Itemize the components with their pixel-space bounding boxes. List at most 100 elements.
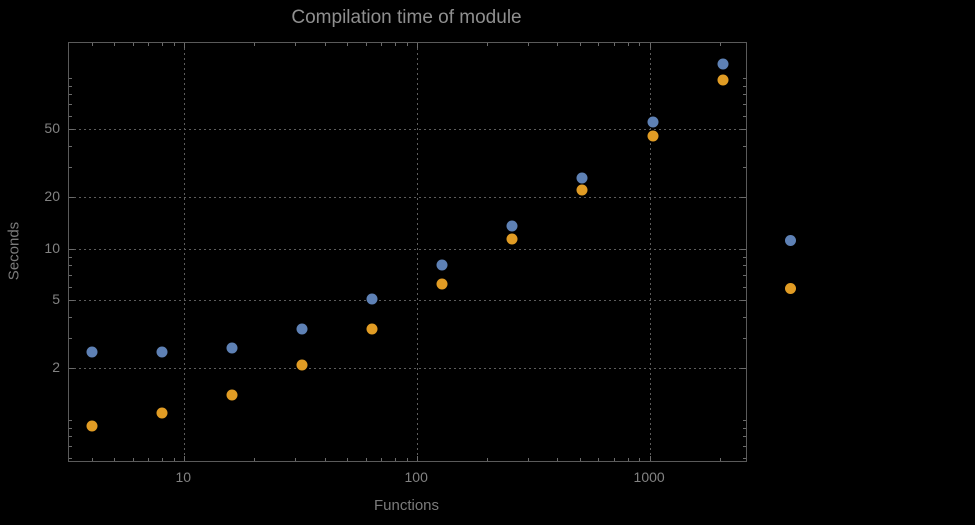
y-tick-mark	[743, 256, 746, 258]
x-tick-mark	[394, 458, 396, 461]
x-tick-mark	[148, 458, 150, 461]
x-tick-mark	[720, 43, 722, 46]
x-tick-mark	[627, 43, 629, 46]
x-tick-mark	[91, 43, 93, 46]
gridline-vertical	[650, 43, 652, 461]
y-tick-mark	[743, 145, 746, 147]
blue-series-point	[576, 172, 588, 184]
y-tick-mark	[743, 427, 746, 429]
y-tick-mark	[743, 446, 746, 448]
y-tick-mark	[741, 300, 746, 302]
y-tick-mark	[69, 77, 72, 79]
blue-series-point	[226, 342, 238, 354]
x-tick-mark	[406, 43, 408, 46]
y-tick-mark	[69, 129, 74, 131]
legend-marker-orange-series	[785, 283, 796, 294]
x-tick-mark	[598, 458, 600, 461]
y-tick-mark	[69, 446, 72, 448]
y-tick-mark	[69, 338, 72, 340]
x-tick-mark	[614, 43, 616, 46]
x-tick-mark	[381, 43, 383, 46]
x-tick-mark	[161, 458, 163, 461]
x-tick-mark	[557, 458, 559, 461]
x-tick-mark	[365, 43, 367, 46]
x-tick-mark	[173, 43, 175, 46]
x-tick-mark	[627, 458, 629, 461]
x-tick-mark	[528, 458, 530, 461]
orange-series-point	[576, 184, 588, 196]
y-tick-mark	[69, 427, 72, 429]
y-tick-mark	[69, 85, 72, 87]
y-tick-mark	[69, 104, 72, 106]
y-tick-mark	[743, 265, 746, 267]
x-tick-mark	[365, 458, 367, 461]
x-tick-mark	[347, 458, 349, 461]
x-tick-mark	[557, 43, 559, 46]
y-tick-mark	[743, 85, 746, 87]
y-tick-mark	[69, 457, 72, 459]
x-tick-mark	[114, 458, 116, 461]
y-tick-mark	[69, 286, 72, 288]
y-tick-mark	[743, 104, 746, 106]
gridline-vertical	[417, 43, 419, 461]
y-tick-mark	[743, 115, 746, 117]
y-tick-mark	[743, 316, 746, 318]
x-tick-mark	[295, 43, 297, 46]
x-tick-mark	[254, 43, 256, 46]
x-tick-mark	[161, 43, 163, 46]
gridline-horizontal	[69, 197, 746, 199]
y-tick-mark	[69, 419, 72, 421]
y-tick-mark	[69, 265, 72, 267]
gridline-vertical	[184, 43, 186, 461]
orange-series-point	[647, 130, 659, 142]
legend-marker-blue-series	[785, 235, 796, 246]
y-tick-label: 50	[44, 120, 60, 137]
x-tick-mark	[598, 43, 600, 46]
x-tick-mark	[580, 458, 581, 461]
orange-series-point	[86, 420, 98, 432]
x-tick-mark	[295, 458, 297, 461]
y-tick-mark	[743, 77, 746, 79]
y-tick-mark	[69, 436, 72, 438]
x-tick-mark	[406, 458, 408, 461]
x-tick-mark	[114, 43, 116, 46]
x-tick-mark	[639, 43, 641, 46]
blue-series-point	[506, 220, 518, 232]
y-tick-mark	[743, 275, 746, 277]
blue-series-point	[296, 323, 308, 335]
x-tick-mark	[417, 43, 419, 48]
x-tick-mark	[650, 43, 652, 48]
x-tick-mark	[528, 43, 530, 46]
x-tick-mark	[173, 458, 175, 461]
x-tick-mark	[184, 43, 186, 48]
orange-series-point	[226, 389, 238, 401]
y-tick-mark	[743, 94, 746, 96]
y-tick-mark	[69, 167, 72, 169]
x-tick-mark	[639, 458, 641, 461]
y-tick-mark	[69, 115, 72, 117]
y-tick-label: 5	[52, 291, 60, 308]
x-tick-label: 100	[404, 469, 428, 485]
x-tick-label: 10	[175, 469, 192, 485]
x-tick-mark	[614, 458, 616, 461]
y-tick-mark	[741, 248, 746, 250]
y-tick-mark	[69, 94, 72, 96]
y-tick-mark	[69, 145, 72, 147]
y-tick-mark	[743, 286, 746, 288]
gridline-horizontal	[69, 300, 746, 302]
blue-series-point	[366, 293, 378, 305]
y-tick-mark	[741, 129, 746, 131]
y-tick-mark	[743, 436, 746, 438]
plot-area	[68, 42, 747, 462]
orange-series-point	[366, 323, 378, 335]
x-tick-mark	[381, 458, 383, 461]
x-tick-mark	[487, 458, 489, 461]
orange-series-point	[296, 359, 308, 371]
x-tick-mark	[324, 43, 326, 46]
x-tick-mark	[720, 458, 722, 461]
x-tick-mark	[417, 456, 419, 461]
y-tick-mark	[741, 197, 746, 199]
x-axis-label: Functions	[373, 497, 440, 514]
gridline-horizontal	[69, 129, 746, 131]
